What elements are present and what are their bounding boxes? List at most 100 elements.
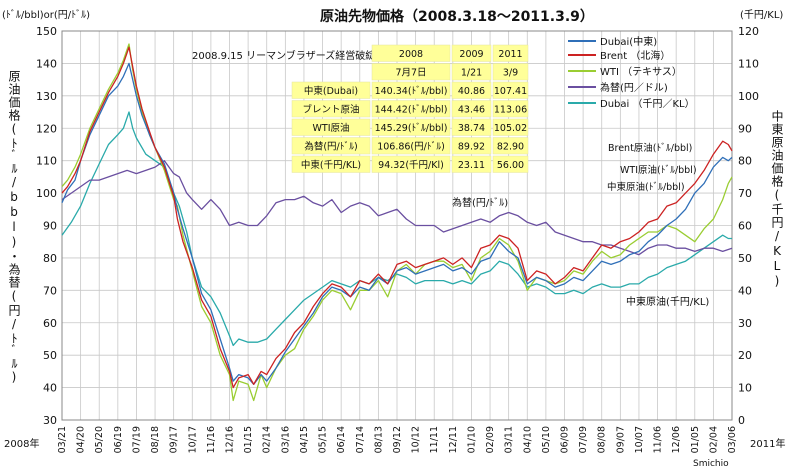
x-start-label: 2008年 bbox=[4, 437, 39, 450]
series-line-brent bbox=[61, 46, 733, 389]
lehman-annotation: 2008.9.15 リーマンブラザーズ経営破綻 bbox=[192, 49, 375, 62]
x-tick-label: 11/11 bbox=[429, 426, 440, 453]
left-tick-label: 70 bbox=[43, 284, 57, 297]
right-tick-label: 80 bbox=[738, 155, 752, 168]
left-tick-label: 80 bbox=[43, 252, 57, 265]
x-tick-label: 08/13 bbox=[373, 426, 384, 453]
plot-frame bbox=[61, 30, 733, 421]
right-tick-label: 100 bbox=[738, 90, 759, 103]
table-cell-bg bbox=[492, 137, 529, 155]
table-cell: 144.42(ﾄﾞﾙ/bbl) bbox=[375, 105, 448, 116]
right-tick-label: 50 bbox=[738, 252, 752, 265]
x-tick-label: 06/19 bbox=[113, 426, 124, 453]
x-tick-label: 07/09 bbox=[578, 426, 589, 453]
x-tick-label: 10/12 bbox=[411, 426, 422, 453]
left-tick-label: 60 bbox=[43, 317, 57, 330]
x-tick-label: 10/17 bbox=[187, 426, 198, 453]
right-tick-label: 120 bbox=[738, 25, 759, 38]
table-cell-bg bbox=[492, 81, 529, 99]
right-tick-label: 90 bbox=[738, 122, 752, 135]
table-cell-bg bbox=[371, 118, 451, 136]
table-cell-bg bbox=[451, 44, 492, 62]
table-cell: 113.06 bbox=[494, 105, 527, 116]
left-axis-title: 原油価格(ﾄﾞﾙ/bbl)・為替(円/ﾄﾞﾙ) bbox=[7, 70, 21, 385]
table-cell: 107.41 bbox=[494, 86, 527, 97]
table-cell: 中東(Dubai) bbox=[304, 85, 358, 97]
left-tick-label: 130 bbox=[36, 90, 57, 103]
table-cell-bg bbox=[371, 137, 451, 155]
x-tick-label: 06/14 bbox=[336, 426, 347, 453]
table-cell-bg bbox=[492, 63, 529, 81]
table-cell: 1/21 bbox=[461, 68, 482, 79]
x-axis: 03/21 04/20 05/20 06/19 07/19 08/18 09/17 10/17… bbox=[57, 426, 738, 453]
table-cell-bg bbox=[291, 100, 371, 118]
series-group bbox=[61, 43, 733, 402]
x-tick-label: 09/07 bbox=[615, 426, 626, 453]
left-tick-label: 110 bbox=[36, 155, 57, 168]
annotation-brent: Brent原油(ﾄﾞﾙ/bbl) bbox=[608, 142, 692, 154]
legend-dubai-kl: Dubai （千円／KL） bbox=[600, 98, 695, 110]
table-cell-bg bbox=[492, 118, 529, 136]
x-tick-label: 05/15 bbox=[318, 426, 329, 453]
table-cell-bg bbox=[371, 44, 451, 62]
x-tick-label: 12/06 bbox=[671, 426, 682, 453]
x-tick-label: 05/10 bbox=[541, 426, 552, 453]
x-tick-label: 10/07 bbox=[634, 426, 645, 453]
table-cell-bg bbox=[492, 44, 529, 62]
x-tick-label: 04/15 bbox=[299, 426, 310, 453]
x-tick-label: 04/20 bbox=[76, 426, 87, 453]
x-tick-label: 11/06 bbox=[653, 426, 664, 453]
legend: Dubai(中東) Brent （北海） WTI （テキサス） 為替(円／ドル)… bbox=[568, 35, 695, 110]
left-unit-label: (ﾄﾞﾙ/bbl)or(円/ﾄﾞﾙ) bbox=[2, 9, 90, 21]
left-tick-label: 140 bbox=[36, 57, 57, 70]
x-tick-label: 05/20 bbox=[94, 426, 105, 453]
legend-dubai: Dubai(中東) bbox=[600, 35, 657, 48]
x-tick-label: 08/18 bbox=[150, 426, 161, 453]
x-tick-label: 07/19 bbox=[131, 426, 142, 453]
left-tick-label: 100 bbox=[36, 187, 57, 200]
x-tick-label: 03/21 bbox=[57, 426, 68, 453]
x-tick-label: 11/16 bbox=[206, 426, 217, 453]
left-tick-label: 50 bbox=[43, 349, 57, 362]
left-tick-label: 150 bbox=[36, 25, 57, 38]
x-tick-label: 06/09 bbox=[560, 426, 571, 453]
legend-wti: WTI （テキサス） bbox=[600, 66, 682, 78]
table-cell: 105.02 bbox=[494, 123, 527, 134]
annotation-wti: WTI原油(ﾄﾞﾙ/bbl) bbox=[620, 164, 697, 176]
right-tick-label: 110 bbox=[738, 57, 759, 70]
x-tick-label: 08/08 bbox=[597, 426, 608, 453]
table-cell-bg bbox=[291, 81, 371, 99]
table-cell: 7月7日 bbox=[395, 68, 426, 79]
right-tick-label: 10 bbox=[738, 382, 752, 395]
series-line-dubai bbox=[61, 62, 733, 385]
table-cell-bg bbox=[291, 118, 371, 136]
x-tick-label: 09/17 bbox=[169, 426, 180, 453]
annotation-dubai: 中東原油(ﾄﾞﾙ/bbl) bbox=[607, 181, 685, 193]
table-cell: 89.92 bbox=[458, 142, 485, 153]
table-cell: 56.00 bbox=[497, 160, 524, 171]
right-tick-label: 0 bbox=[738, 414, 745, 427]
x-tick-label: 01/10 bbox=[466, 426, 477, 453]
table-cell-bg bbox=[451, 63, 492, 81]
table-cell: 140.34(ﾄﾞﾙ/bbl) bbox=[375, 86, 448, 97]
table-cell: 145.29(ﾄﾞﾙ/bbl) bbox=[375, 123, 448, 134]
x-tick-label: 03/16 bbox=[280, 426, 291, 453]
series-line-fx bbox=[61, 160, 733, 256]
table-cell: WTI原油 bbox=[313, 122, 350, 134]
table-cell: 38.74 bbox=[458, 123, 485, 134]
table-cell: 23.11 bbox=[458, 160, 485, 171]
table-cell: 2011 bbox=[498, 49, 522, 60]
table-cell-bg bbox=[291, 155, 371, 173]
table-cell-bg bbox=[371, 155, 451, 173]
table-cell-bg bbox=[371, 63, 451, 81]
annotation-fx: 為替(円/ﾄﾞﾙ) bbox=[452, 196, 508, 209]
x-tick-label: 02/09 bbox=[485, 426, 496, 453]
table-cell: 40.86 bbox=[458, 86, 485, 97]
x-tick-label: 09/12 bbox=[392, 426, 403, 453]
table-cell: 2008 bbox=[399, 49, 423, 60]
chart-title: 原油先物価格（2008.3.18～2011.3.9） bbox=[320, 8, 594, 25]
table-cell-bg bbox=[492, 155, 529, 173]
table-cell: 2009 bbox=[459, 49, 483, 60]
